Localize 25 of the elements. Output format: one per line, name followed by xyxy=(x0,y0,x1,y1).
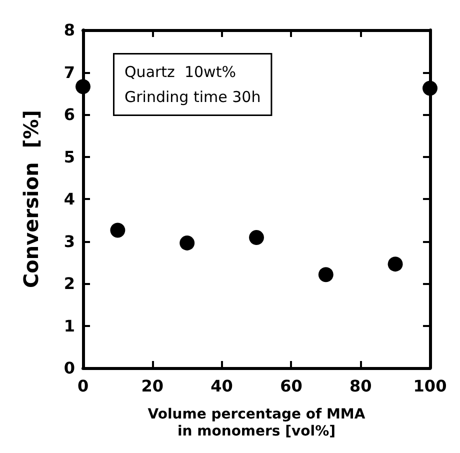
point xyxy=(76,79,90,94)
y-tick-label: 5 xyxy=(64,147,75,166)
y-tick-label: 6 xyxy=(64,105,75,124)
x-tick-label: 40 xyxy=(210,376,233,396)
annotation: Quartz 10wt% Grinding time 30h xyxy=(124,63,261,106)
point xyxy=(388,256,403,272)
x-tick-label: 0 xyxy=(77,376,89,396)
y-tick-label: 3 xyxy=(64,232,75,251)
x-tick-label: 80 xyxy=(349,376,372,396)
point xyxy=(249,230,264,245)
x-tick-label: 100 xyxy=(413,376,447,396)
y-tick-label: 1 xyxy=(64,316,75,336)
y-tick-label: 7 xyxy=(64,62,75,82)
y-tick-label: 8 xyxy=(64,20,75,40)
point xyxy=(422,80,438,96)
x-tick-label: 60 xyxy=(280,376,302,396)
x-axis-title: Volume percentage of MMA in monomers [vol%] xyxy=(148,406,366,440)
y-tick-label: 2 xyxy=(64,274,75,293)
point xyxy=(180,235,195,250)
y-axis-title: Conversion [%] xyxy=(19,110,43,288)
x-tick-label: 20 xyxy=(141,376,164,396)
point xyxy=(110,222,126,238)
point xyxy=(318,267,334,282)
y-tick-label: 0 xyxy=(64,358,75,378)
y-tick-label: 4 xyxy=(64,190,75,208)
